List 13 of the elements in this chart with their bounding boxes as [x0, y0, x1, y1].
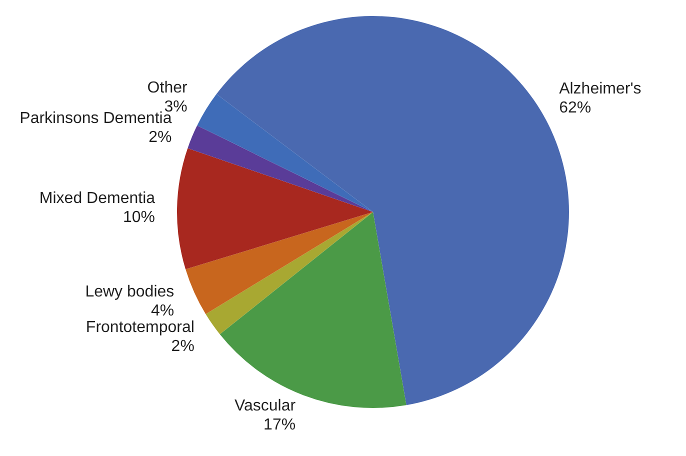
- data-label: 17%: [264, 416, 296, 434]
- data-label: 62%: [559, 99, 592, 116]
- slice-label: Alzheimer's: [559, 80, 642, 98]
- slice-label: Vascular: [234, 398, 296, 415]
- data-label: 4%: [151, 302, 174, 320]
- data-label: 2%: [171, 338, 194, 355]
- slice-label: Other: [147, 80, 188, 97]
- slice-label: Lewy bodies: [85, 283, 174, 300]
- slice-label: Parkinsons Dementia: [20, 110, 172, 128]
- slice-label: Mixed Dementia: [39, 190, 156, 208]
- data-label: 2%: [148, 129, 172, 146]
- data-label: 10%: [123, 209, 156, 226]
- slice-label: Frontotemporal: [86, 318, 194, 336]
